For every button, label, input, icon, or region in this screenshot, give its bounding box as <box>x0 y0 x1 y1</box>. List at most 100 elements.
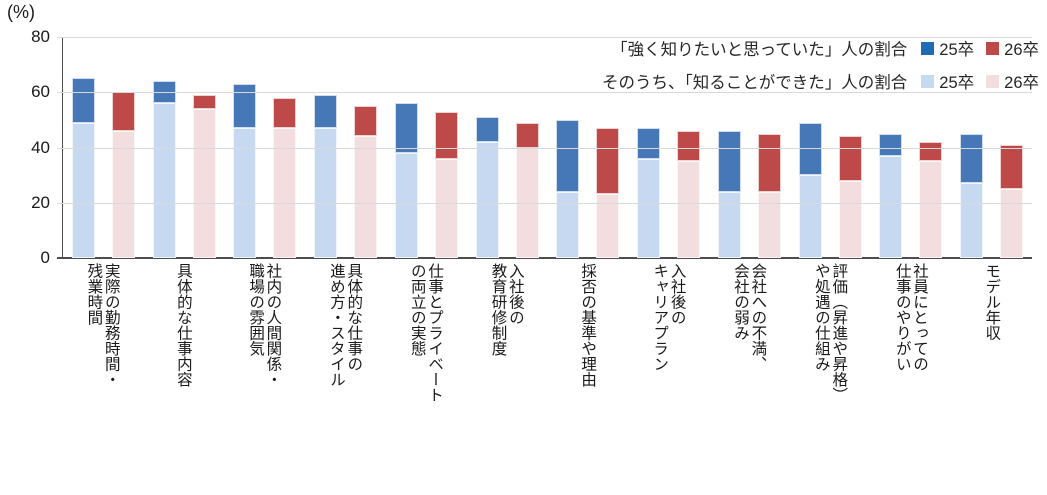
legend-items-strong: 25卒 26卒 <box>921 36 1039 60</box>
bar-segment-known-25 <box>879 155 903 258</box>
legend-item-known-25-label: 25卒 <box>939 74 975 92</box>
bar-segment-known-25 <box>637 158 661 258</box>
bar-26-4 <box>354 106 378 258</box>
x-label-cell-11: 社員にとっての 仕事のやりがい <box>870 263 951 493</box>
gridline-80 <box>57 37 1032 38</box>
bar-segment-strong-26 <box>596 128 620 195</box>
x-label-cell-1: 実際の勤務時間・ 残業時間 <box>62 263 143 493</box>
bar-26-5 <box>434 111 458 258</box>
bar-26-1 <box>111 92 135 258</box>
gridline-20 <box>57 202 1032 204</box>
legend-item-strong-25-label: 25卒 <box>939 41 975 59</box>
legend-row-strong-label: 「強く知りたいと思っていた」人の割合 <box>611 41 908 59</box>
x-axis-line <box>57 257 1032 259</box>
category-label-8: 入社後の キャリアプラン <box>651 263 686 372</box>
legend-row-known-label: そのうち、「知ることができた」人の割合 <box>602 74 908 92</box>
bar-group-8 <box>628 37 709 258</box>
bar-segment-known-25 <box>152 103 176 258</box>
bar-segment-strong-26 <box>838 136 862 181</box>
chart-legend: 「強く知りたいと思っていた」人の割合 25卒 26卒 そのうち、「知ることができ… <box>602 36 1039 93</box>
legend-item-strong-25: 25卒 <box>921 36 974 60</box>
category-label-5: 仕事とプライベート の両立の実態 <box>408 263 444 403</box>
legend-swatch-known-26-icon <box>986 74 1000 88</box>
bar-segment-strong-25 <box>637 128 661 159</box>
bar-group-2 <box>144 37 225 258</box>
bar-25-2 <box>152 81 176 258</box>
x-label-cell-10: 評価（昇進や昇格） や処遇の仕組み <box>789 263 870 493</box>
bar-segment-known-26 <box>838 180 862 258</box>
bar-26-10 <box>838 136 862 258</box>
bar-26-3 <box>273 97 297 258</box>
bar-25-7 <box>556 119 580 258</box>
bar-26-11 <box>919 141 943 258</box>
bar-segment-strong-26 <box>111 92 135 131</box>
gridline-60 <box>57 92 1032 94</box>
category-label-1: 実際の勤務時間・ 残業時間 <box>85 263 120 387</box>
x-label-cell-12: モデル年収 <box>951 263 1032 493</box>
bar-segment-known-26 <box>192 108 216 258</box>
legend-row-known: そのうち、「知ることができた」人の割合 25卒 26卒 <box>602 69 1039 93</box>
bar-25-4 <box>314 95 338 258</box>
bar-segment-strong-25 <box>71 78 95 123</box>
legend-items-known: 25卒 26卒 <box>921 69 1039 93</box>
bar-26-12 <box>1000 144 1024 258</box>
legend-item-known-26-label: 26卒 <box>1004 74 1039 92</box>
x-label-cell-9: 会社への不満、 会社の弱み <box>709 263 790 493</box>
bar-segment-strong-26 <box>919 141 943 162</box>
y-tick-label-0: 0 <box>40 248 50 267</box>
legend-item-strong-26-label: 26卒 <box>1004 41 1039 59</box>
bar-25-11 <box>879 133 903 258</box>
bar-segment-known-25 <box>556 191 580 258</box>
bar-26-9 <box>757 133 781 258</box>
x-label-cell-5: 仕事とプライベート の両立の実態 <box>385 263 466 493</box>
bar-segment-strong-25 <box>475 117 499 142</box>
bar-26-6 <box>515 122 539 258</box>
bar-segment-strong-25 <box>717 130 741 192</box>
x-label-cell-6: 入社後の 教育研修制度 <box>466 263 547 493</box>
bar-segment-known-25 <box>798 175 822 258</box>
category-label-3: 社内の人間関係・ 職場の雰囲気 <box>247 263 282 387</box>
bar-segment-known-25 <box>960 183 984 258</box>
bar-segment-known-25 <box>394 153 418 258</box>
bar-segment-known-25 <box>717 191 741 258</box>
bar-25-5 <box>394 103 418 258</box>
category-label-12: モデル年収 <box>983 263 1001 341</box>
y-tick-label-80: 80 <box>31 27 50 46</box>
bar-segment-strong-25 <box>798 122 822 176</box>
bar-25-1 <box>71 78 95 258</box>
y-tick-label-20: 20 <box>31 192 50 212</box>
bar-25-10 <box>798 122 822 258</box>
bar-26-2 <box>192 95 216 258</box>
category-label-2: 具体的な仕事内容 <box>174 263 192 387</box>
category-label-10: 評価（昇進や昇格） や処遇の仕組み <box>812 263 848 403</box>
bar-segment-strong-26 <box>515 122 539 148</box>
bar-group-11 <box>871 37 952 258</box>
bar-group-7 <box>548 37 629 258</box>
category-label-9: 会社への不満、 会社の弱み <box>732 263 767 372</box>
bar-segment-known-25 <box>314 128 338 258</box>
bar-segment-known-25 <box>233 128 257 258</box>
y-tick-label-60: 60 <box>31 82 50 102</box>
category-label-7: 採否の基準や理由 <box>579 263 597 387</box>
bar-segment-known-26 <box>111 130 135 258</box>
bar-segment-known-26 <box>1000 188 1024 258</box>
bar-segment-strong-26 <box>677 130 701 162</box>
bar-segment-known-26 <box>919 161 943 258</box>
bar-segment-strong-26 <box>757 133 781 192</box>
y-axis-unit-label: (%) <box>7 2 35 22</box>
x-label-cell-3: 社内の人間関係・ 職場の雰囲気 <box>224 263 305 493</box>
legend-item-strong-26: 26卒 <box>986 36 1039 60</box>
bar-segment-strong-25 <box>556 119 580 192</box>
bar-segment-known-25 <box>71 122 95 258</box>
gridline-40 <box>57 147 1032 149</box>
bar-segment-strong-25 <box>394 103 418 154</box>
bar-group-3 <box>225 37 306 258</box>
legend-swatch-strong-26-icon <box>986 41 1000 55</box>
legend-row-strong: 「強く知りたいと思っていた」人の割合 25卒 26卒 <box>611 36 1039 60</box>
bar-segment-known-26 <box>596 194 620 258</box>
bar-segment-known-26 <box>354 136 378 258</box>
y-tick-label-40: 40 <box>31 137 50 157</box>
legend-swatch-known-25-icon <box>921 74 935 88</box>
bar-segment-strong-25 <box>314 95 338 129</box>
